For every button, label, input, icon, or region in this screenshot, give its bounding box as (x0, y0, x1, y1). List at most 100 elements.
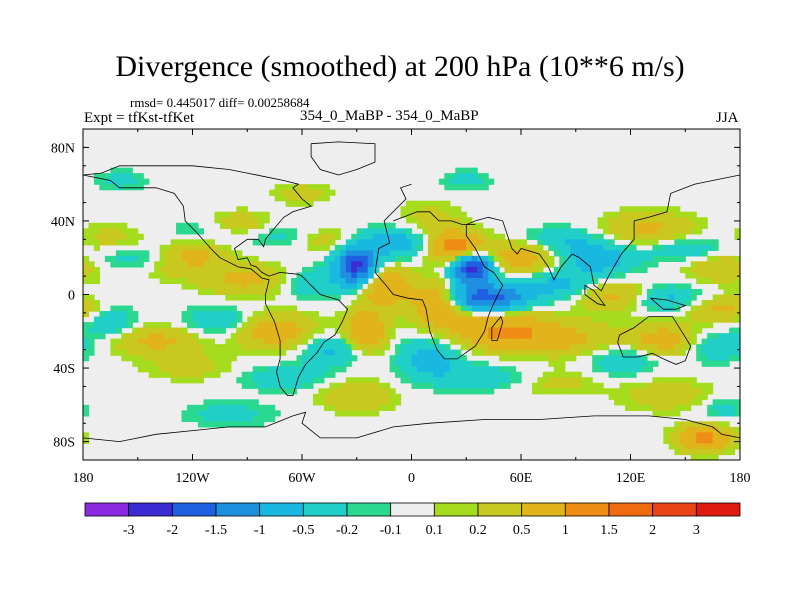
field-cell (663, 316, 670, 323)
field-cell (635, 233, 643, 240)
field-cell (312, 277, 320, 285)
field-cell (559, 239, 566, 246)
field-cell (241, 261, 248, 268)
field-cell (329, 189, 336, 196)
field-cell (334, 288, 341, 296)
field-cell (433, 277, 440, 285)
field-cell (685, 266, 692, 274)
field-cell (143, 327, 150, 334)
field-cell (406, 239, 413, 246)
field-cell (646, 288, 653, 296)
field-cell (455, 305, 462, 312)
season-label: JJA (716, 110, 739, 126)
field-cell (230, 415, 237, 422)
field-cell (444, 366, 451, 373)
field-cell (614, 255, 621, 262)
field-cell (586, 327, 593, 334)
field-cell (608, 371, 615, 378)
field-cell (373, 244, 380, 251)
field-cell (449, 228, 456, 235)
field-cell (499, 333, 506, 340)
field-cell (280, 338, 287, 345)
field-cell (581, 228, 588, 235)
field-cell (652, 228, 659, 235)
field-cell (115, 173, 122, 180)
field-cell (203, 255, 210, 262)
field-cell (241, 206, 248, 213)
field-cell (258, 266, 265, 274)
field-cell (88, 277, 95, 285)
field-cell (444, 206, 451, 213)
field-cell (482, 360, 489, 367)
field-cell (564, 228, 571, 235)
field-cell (416, 327, 424, 334)
field-cell (674, 432, 681, 439)
field-cell (668, 288, 675, 296)
field-cell (296, 200, 303, 207)
field-cell (203, 360, 210, 367)
field-cell (608, 250, 615, 257)
field-cell (597, 266, 604, 274)
field-cell (329, 261, 336, 268)
field-cell (466, 338, 473, 345)
field-cell (510, 377, 517, 384)
field-cell (181, 327, 188, 334)
field-cell (564, 344, 571, 351)
field-cell (625, 404, 632, 411)
field-cell (471, 222, 478, 229)
field-cell (236, 410, 243, 417)
field-cell (427, 355, 434, 362)
field-cell (340, 250, 347, 257)
field-cell (252, 399, 259, 406)
field-cell (88, 228, 95, 235)
field-cell (652, 410, 659, 417)
field-cell (493, 255, 500, 262)
field-cell (165, 344, 172, 351)
field-cell (165, 349, 172, 356)
x-tick-label: 120W (175, 471, 210, 486)
field-cell (137, 338, 144, 345)
field-cell (586, 250, 593, 257)
field-cell (641, 211, 648, 218)
field-cell (438, 355, 445, 362)
field-cell (663, 382, 670, 389)
colorbar-label: 0.2 (469, 523, 487, 538)
field-cell (307, 239, 314, 246)
field-cell (274, 388, 281, 395)
field-cell (696, 322, 703, 329)
field-cell (526, 228, 533, 235)
field-cell (132, 255, 139, 262)
field-cell (208, 355, 215, 362)
field-cell (203, 371, 210, 378)
field-cell (323, 294, 330, 301)
field-cell (307, 333, 314, 340)
field-cell (351, 288, 358, 296)
field-cell (307, 189, 314, 196)
field-cell (723, 443, 730, 450)
field-cell (564, 349, 571, 356)
field-cell (416, 244, 424, 251)
coastline (617, 316, 692, 365)
field-cell (466, 244, 473, 251)
field-cell (170, 250, 177, 257)
field-cell (93, 305, 101, 312)
field-cell (411, 233, 418, 240)
field-cell (729, 305, 736, 312)
field-cell (400, 233, 407, 240)
field-cell (608, 305, 615, 312)
field-cell (701, 266, 708, 274)
field-cell (159, 366, 166, 373)
field-cell (581, 255, 588, 262)
field-cell (619, 338, 626, 345)
field-cell (586, 266, 593, 274)
field-cell (718, 283, 725, 290)
field-cell (466, 388, 473, 395)
field-cell (729, 327, 736, 334)
field-cell (548, 300, 555, 307)
field-cell (126, 239, 133, 246)
field-cell (351, 393, 358, 400)
field-cell (619, 206, 626, 213)
field-cell (592, 316, 599, 323)
field-cell (668, 382, 675, 389)
field-cell (433, 322, 440, 329)
